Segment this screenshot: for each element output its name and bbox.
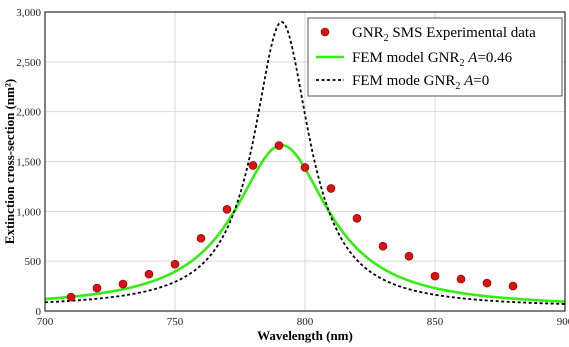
data-point [66,292,76,302]
data-point [430,271,440,281]
legend: GNR2 SMS Experimental data FEM model GNR… [307,17,563,97]
data-point [222,205,232,214]
legend-marker-experimental [320,27,330,37]
data-point [352,214,362,223]
data-point [300,163,310,172]
x-axis-label: Wavelength (nm) [257,328,353,343]
legend-entry-fem-0: FEM mode GNR2 A=0 [352,73,489,92]
data-point [170,259,180,269]
data-point [144,269,154,279]
x-tick-label: 800 [297,316,314,328]
y-tick-label: 0 [36,306,42,318]
y-tick-label: 1,000 [16,206,41,218]
data-point [482,278,492,288]
y-axis-label: Extinction cross-section (nm²) [2,79,17,244]
data-points [66,141,518,302]
data-point [508,281,518,291]
data-point [196,233,206,243]
data-point [404,251,414,261]
legend-entry-fem-046: FEM model GNR2 A=0.46 [352,50,513,69]
x-tick-label: 750 [167,316,184,328]
y-tick-label: 2,000 [16,107,41,119]
x-tick-label: 900 [557,316,569,328]
y-tick-label: 2,500 [16,57,41,69]
data-point [456,274,466,284]
data-point [378,241,388,251]
data-point [92,283,102,293]
data-point [248,161,258,170]
tick-labels: 700 750 800 850 900 0 500 1,000 1,500 2,000 2,500 3… [16,7,569,328]
y-tick-label: 500 [25,256,42,268]
data-point [118,279,128,289]
data-point [274,141,284,150]
data-point [326,184,336,193]
legend-box [307,17,563,97]
legend-entry-experimental: GNR2 SMS Experimental data [352,25,536,44]
x-tick-label: 700 [37,316,54,328]
y-tick-label: 1,500 [16,157,41,169]
y-tick-label: 3,000 [16,7,41,19]
plot-frame [44,11,566,312]
x-tick-label: 850 [427,316,444,328]
